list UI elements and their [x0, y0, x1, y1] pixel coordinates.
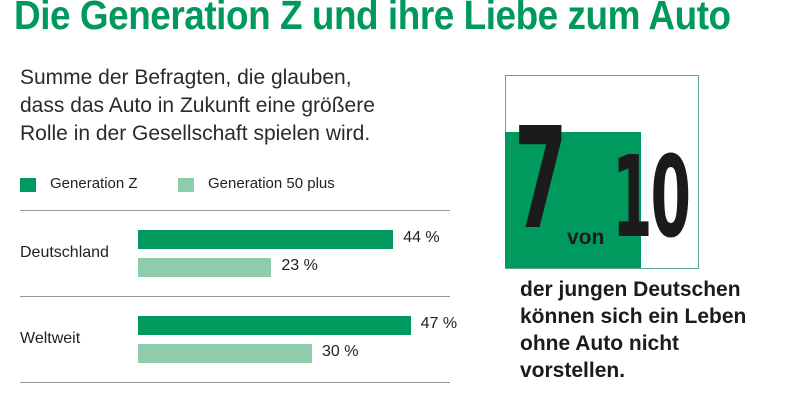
callout-connector: von [567, 226, 605, 249]
title: Die Generation Z und ihre Liebe zum Auto [14, 0, 731, 38]
bar-weltweit-generation-z [138, 316, 411, 335]
subtitle-line-1: Summe der Befragten, die glauben, [20, 66, 352, 89]
callout-text-line: können sich ein Leben [520, 305, 747, 328]
divider [20, 296, 450, 297]
legend-swatch-generation-50-plus [178, 178, 194, 192]
bar-deutschland-generation-z [138, 230, 394, 249]
subtitle-line-3: Rolle in der Gesellschaft spielen wird. [20, 122, 371, 145]
subtitle-line-2: dass das Auto in Zukunft eine größere [20, 94, 375, 117]
data-label: 47 % [420, 315, 458, 332]
data-label: 30 % [322, 343, 359, 360]
callout-numerator: 7 [514, 98, 568, 261]
callout-fill-square [505, 132, 641, 268]
callout-text-line: ohne Auto nicht [520, 332, 680, 355]
callout-denominator: 10 [612, 133, 691, 263]
data-label: 23 % [281, 257, 318, 274]
legend-swatch-generation-z [20, 178, 36, 192]
callout-text-line: der jungen Deutschen [520, 278, 741, 301]
legend-label-generation-z: Generation Z [50, 175, 138, 192]
divider [20, 210, 450, 211]
data-label: 44 % [403, 229, 440, 246]
divider [20, 382, 450, 383]
callout-text: der jungen Deutschen können sich ein Leb… [520, 276, 746, 384]
bar-weltweit-generation-50-plus [138, 344, 312, 363]
category-label-deutschland: Deutschland [20, 244, 109, 261]
bar-deutschland-generation-50-plus [138, 258, 272, 277]
callout-text-line: vorstellen. [520, 359, 626, 382]
category-label-weltweit: Weltweit [20, 330, 81, 347]
legend-label-generation-50-plus: Generation 50 plus [208, 175, 335, 192]
